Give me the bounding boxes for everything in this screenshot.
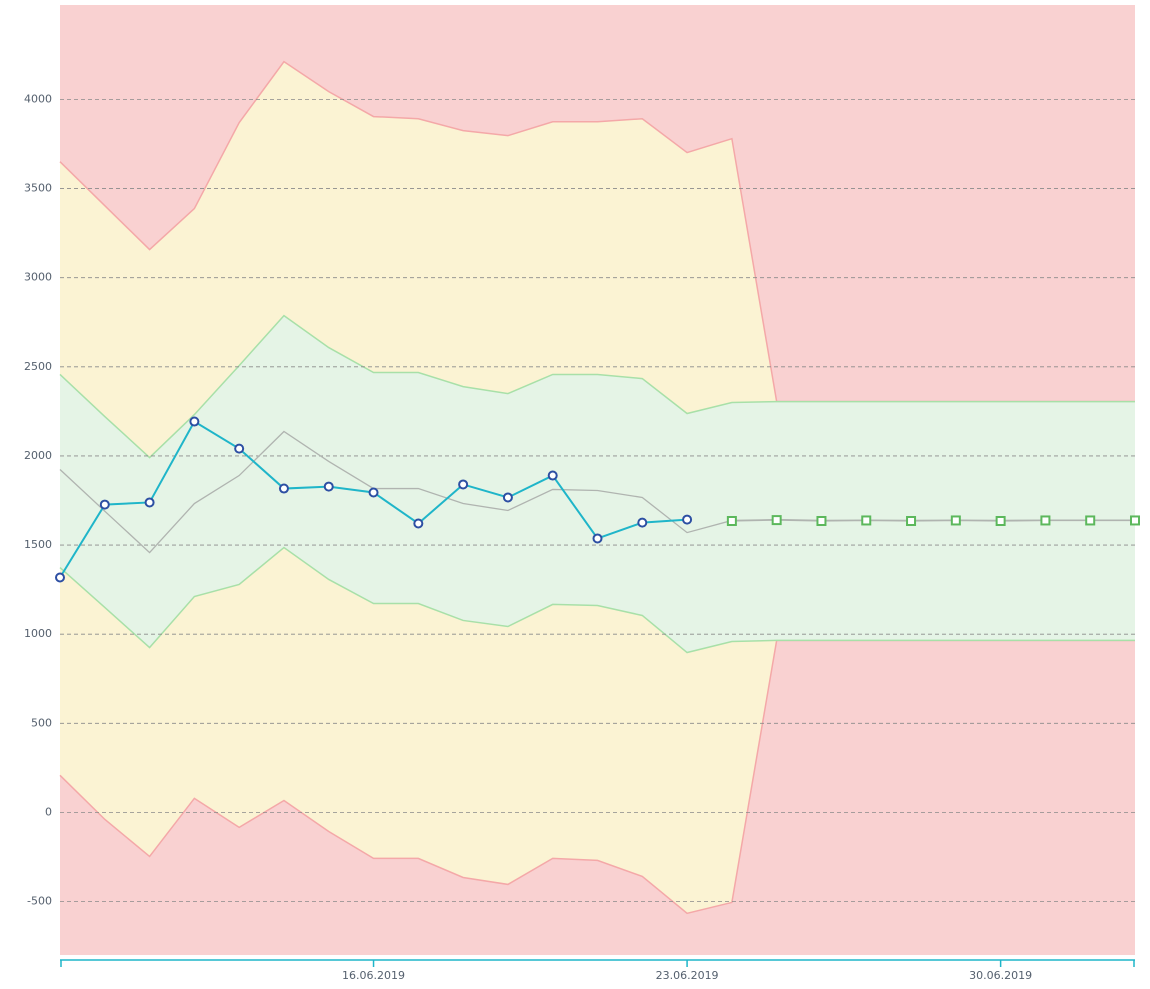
band-upper-line [59,314,1135,459]
y-tick-label: 500 [31,716,52,729]
point [771,515,782,526]
x-tick-label: 23.06.2019 [656,969,719,982]
point [861,515,872,526]
point [458,479,469,490]
series-line [731,519,1135,522]
point [816,515,827,526]
y-tick-label: 2000 [24,449,52,462]
point [1130,515,1140,526]
y-tick-label: 0 [45,805,52,818]
point [637,517,648,528]
point [995,515,1006,526]
y-tick-label: 3000 [24,271,52,284]
x-tick-label: 30.06.2019 [969,969,1032,982]
x-tick-label: 16.06.2019 [342,969,405,982]
point [234,443,245,454]
point [547,470,558,481]
y-tick-label: 1000 [24,627,52,640]
y-tick-label: 4000 [24,92,52,105]
point [55,572,65,583]
point [1040,515,1051,526]
band-area [60,315,1135,653]
point [413,518,424,529]
y-tick-label: 3500 [24,182,52,195]
point [278,483,289,494]
band-lower-line [59,546,1135,654]
y-tick-label: 2500 [24,360,52,373]
point [592,533,603,544]
y-tick-label: 1500 [24,538,52,551]
point [906,515,917,526]
point [682,514,693,525]
point [99,499,110,510]
point [368,487,379,498]
point [502,492,513,503]
point [144,497,155,508]
point [726,515,737,526]
point [1085,515,1096,526]
y-tick-label: -500 [27,895,52,908]
point [189,416,200,427]
point [950,515,961,526]
point [323,481,334,492]
